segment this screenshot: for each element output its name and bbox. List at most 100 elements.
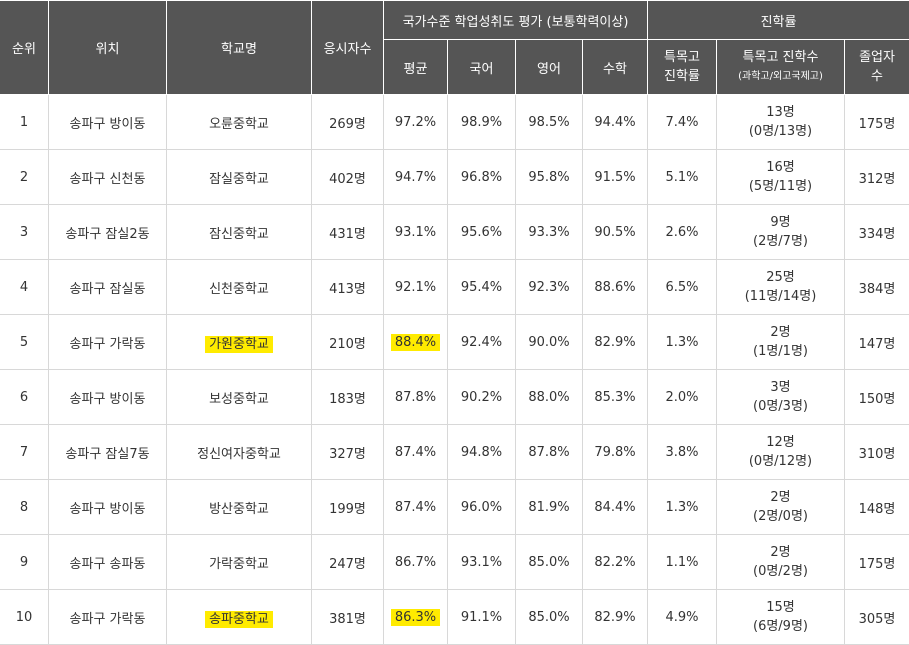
header-special-rate-line1: 특목고 [650,48,714,67]
cell-graduates: 175명 [845,535,909,590]
cell-korean: 92.4% [448,315,516,370]
special-count-total: 13명 [719,103,842,122]
cell-english: 93.3% [516,205,583,260]
header-math: 수학 [583,40,648,95]
cell-special-rate: 1.1% [648,535,717,590]
header-korean: 국어 [448,40,516,95]
cell-special-count: 13명(0명/13명) [717,95,845,150]
cell-korean: 94.8% [448,425,516,480]
cell-korean: 95.4% [448,260,516,315]
cell-special-count: 16명(5명/11명) [717,150,845,205]
cell-special-rate: 4.9% [648,590,717,645]
cell-location: 송파구 방이동 [49,370,167,425]
cell-examinees: 381명 [312,590,384,645]
cell-korean: 96.8% [448,150,516,205]
header-special-count: 특목고 진학수 (과학고/외고국제고) [717,40,845,95]
cell-location: 송파구 방이동 [49,95,167,150]
cell-special-count: 12명(0명/12명) [717,425,845,480]
cell-examinees: 431명 [312,205,384,260]
special-count-total: 2명 [719,488,842,507]
special-count-detail: (0명/12명) [719,452,842,471]
cell-examinees: 247명 [312,535,384,590]
cell-rank: 4 [0,260,49,315]
cell-graduates: 150명 [845,370,909,425]
cell-special-rate: 3.8% [648,425,717,480]
special-count-detail: (11명/14명) [719,287,842,306]
header-assessment-group: 국가수준 학업성취도 평가 (보통학력이상) [384,1,648,40]
cell-graduates: 175명 [845,95,909,150]
special-count-detail: (6명/9명) [719,617,842,636]
cell-location: 송파구 잠실동 [49,260,167,315]
highlighted-school-name: 송파중학교 [205,611,273,628]
cell-school: 신천중학교 [167,260,312,315]
cell-graduates: 148명 [845,480,909,535]
cell-math: 82.9% [583,590,648,645]
header-progress-group: 진학률 [648,1,909,40]
cell-math: 79.8% [583,425,648,480]
cell-special-count: 2명(0명/2명) [717,535,845,590]
cell-korean: 91.1% [448,590,516,645]
cell-avg: 88.4% [384,315,448,370]
cell-special-rate: 5.1% [648,150,717,205]
cell-rank: 3 [0,205,49,260]
cell-math: 91.5% [583,150,648,205]
cell-rank: 5 [0,315,49,370]
header-graduates-line2: 수 [847,67,907,86]
special-count-total: 15명 [719,598,842,617]
cell-avg: 86.3% [384,590,448,645]
cell-graduates: 384명 [845,260,909,315]
cell-avg: 93.1% [384,205,448,260]
cell-graduates: 147명 [845,315,909,370]
cell-math: 82.2% [583,535,648,590]
cell-special-rate: 6.5% [648,260,717,315]
cell-english: 90.0% [516,315,583,370]
special-count-total: 12명 [719,433,842,452]
cell-english: 85.0% [516,535,583,590]
cell-location: 송파구 송파동 [49,535,167,590]
cell-math: 90.5% [583,205,648,260]
cell-special-rate: 1.3% [648,480,717,535]
cell-graduates: 310명 [845,425,909,480]
cell-school: 방산중학교 [167,480,312,535]
special-count-total: 3명 [719,378,842,397]
cell-graduates: 334명 [845,205,909,260]
special-count-detail: (0명/2명) [719,562,842,581]
cell-graduates: 312명 [845,150,909,205]
cell-korean: 98.9% [448,95,516,150]
cell-korean: 96.0% [448,480,516,535]
cell-rank: 7 [0,425,49,480]
cell-math: 85.3% [583,370,648,425]
special-count-detail: (5명/11명) [719,177,842,196]
special-count-total: 9명 [719,213,842,232]
cell-avg: 87.4% [384,480,448,535]
cell-school: 송파중학교 [167,590,312,645]
cell-korean: 95.6% [448,205,516,260]
cell-special-count: 2명(2명/0명) [717,480,845,535]
header-special-rate: 특목고 진학률 [648,40,717,95]
header-avg: 평균 [384,40,448,95]
header-school: 학교명 [167,1,312,95]
cell-english: 87.8% [516,425,583,480]
cell-english: 92.3% [516,260,583,315]
header-rank: 순위 [0,1,49,95]
cell-school: 잠신중학교 [167,205,312,260]
cell-avg: 87.8% [384,370,448,425]
cell-school: 정신여자중학교 [167,425,312,480]
cell-korean: 93.1% [448,535,516,590]
cell-avg: 94.7% [384,150,448,205]
cell-special-rate: 2.6% [648,205,717,260]
header-location: 위치 [49,1,167,95]
cell-school: 보성중학교 [167,370,312,425]
cell-english: 88.0% [516,370,583,425]
cell-school: 가락중학교 [167,535,312,590]
cell-special-count: 15명(6명/9명) [717,590,845,645]
special-count-total: 2명 [719,543,842,562]
special-count-detail: (0명/13명) [719,122,842,141]
cell-math: 94.4% [583,95,648,150]
header-english: 영어 [516,40,583,95]
cell-school: 오륜중학교 [167,95,312,150]
